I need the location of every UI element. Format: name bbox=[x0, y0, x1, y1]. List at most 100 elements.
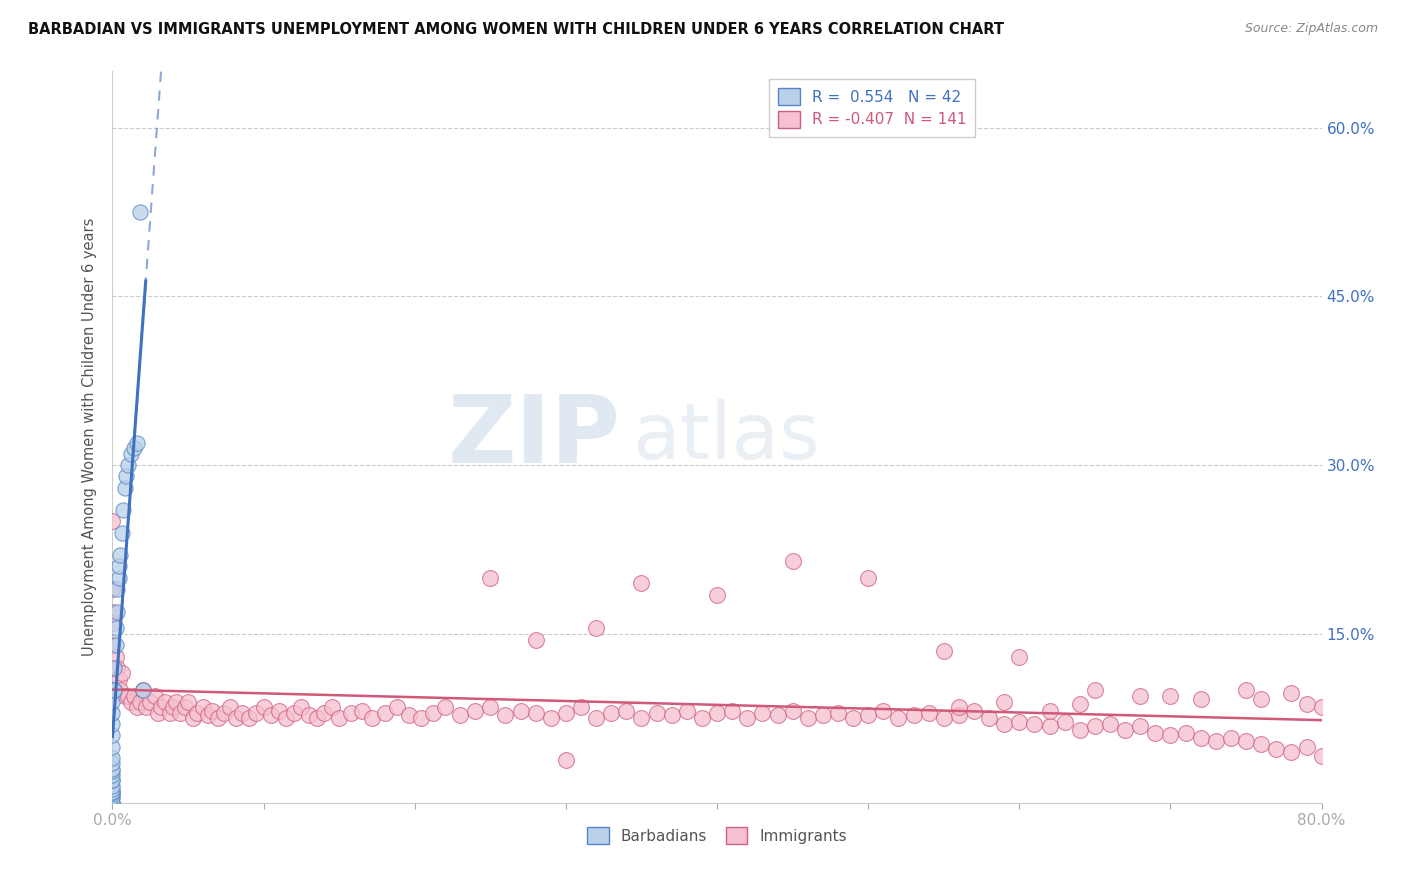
Point bbox=[1038, 719, 1062, 733]
Point bbox=[1205, 734, 1227, 748]
Text: Source: ZipAtlas.com: Source: ZipAtlas.com bbox=[1244, 22, 1378, 36]
Point bbox=[827, 706, 849, 720]
Point bbox=[177, 694, 200, 708]
Point bbox=[1024, 717, 1046, 731]
Point bbox=[977, 711, 1000, 725]
Point bbox=[112, 503, 135, 517]
Point bbox=[433, 700, 456, 714]
Point bbox=[101, 790, 124, 805]
Point bbox=[630, 576, 652, 591]
Point bbox=[101, 739, 124, 754]
Point bbox=[1098, 717, 1121, 731]
Point bbox=[283, 706, 305, 720]
Point bbox=[101, 787, 124, 801]
Point bbox=[101, 762, 124, 776]
Point bbox=[225, 711, 247, 725]
Point bbox=[782, 554, 804, 568]
Point bbox=[1310, 748, 1333, 763]
Point bbox=[1234, 734, 1257, 748]
Text: ZIP: ZIP bbox=[447, 391, 620, 483]
Point bbox=[328, 711, 350, 725]
Point bbox=[479, 700, 502, 714]
Point bbox=[101, 790, 124, 805]
Point bbox=[149, 700, 172, 714]
Point bbox=[108, 683, 131, 698]
Point bbox=[1008, 714, 1031, 729]
Point bbox=[887, 711, 910, 725]
Point bbox=[321, 700, 343, 714]
Text: atlas: atlas bbox=[633, 399, 820, 475]
Point bbox=[524, 632, 547, 647]
Point bbox=[1114, 723, 1136, 737]
Legend: Barbadians, Immigrants: Barbadians, Immigrants bbox=[581, 822, 853, 850]
Point bbox=[1310, 700, 1333, 714]
Point bbox=[993, 717, 1015, 731]
Point bbox=[1129, 689, 1152, 703]
Point bbox=[253, 700, 276, 714]
Point bbox=[721, 704, 744, 718]
Point bbox=[104, 649, 127, 664]
Point bbox=[110, 525, 132, 540]
Point bbox=[107, 672, 129, 686]
Point bbox=[993, 694, 1015, 708]
Point bbox=[101, 515, 124, 529]
Point bbox=[1069, 697, 1091, 711]
Point bbox=[105, 605, 128, 619]
Point bbox=[181, 711, 204, 725]
Point bbox=[103, 683, 125, 698]
Point bbox=[105, 582, 128, 596]
Point bbox=[201, 704, 224, 718]
Point bbox=[585, 621, 607, 635]
Point bbox=[276, 711, 298, 725]
Point bbox=[856, 708, 880, 723]
Point bbox=[155, 694, 177, 708]
Point bbox=[101, 764, 124, 779]
Point bbox=[128, 205, 150, 219]
Point bbox=[1250, 692, 1272, 706]
Point bbox=[159, 706, 181, 720]
Point bbox=[101, 615, 124, 630]
Point bbox=[1234, 683, 1257, 698]
Point bbox=[932, 711, 955, 725]
Point bbox=[1189, 692, 1212, 706]
Point bbox=[495, 708, 517, 723]
Point bbox=[298, 708, 321, 723]
Point bbox=[585, 711, 607, 725]
Point bbox=[409, 711, 432, 725]
Point bbox=[114, 689, 136, 703]
Point bbox=[1220, 731, 1243, 745]
Point bbox=[104, 621, 127, 635]
Point bbox=[1038, 704, 1062, 718]
Point bbox=[101, 767, 124, 781]
Point bbox=[569, 700, 592, 714]
Point bbox=[1069, 723, 1091, 737]
Point bbox=[305, 711, 328, 725]
Point bbox=[101, 605, 124, 619]
Point bbox=[509, 704, 531, 718]
Point bbox=[1189, 731, 1212, 745]
Point bbox=[101, 784, 124, 798]
Point bbox=[675, 704, 697, 718]
Point bbox=[101, 773, 124, 788]
Point bbox=[231, 706, 253, 720]
Point bbox=[422, 706, 444, 720]
Point bbox=[872, 704, 894, 718]
Point bbox=[340, 706, 363, 720]
Point bbox=[110, 666, 132, 681]
Point bbox=[706, 588, 728, 602]
Point bbox=[479, 571, 502, 585]
Point bbox=[361, 711, 384, 725]
Point bbox=[143, 689, 166, 703]
Point bbox=[174, 700, 197, 714]
Point bbox=[267, 704, 290, 718]
Point bbox=[101, 773, 124, 788]
Point bbox=[782, 704, 804, 718]
Point bbox=[101, 751, 124, 765]
Point bbox=[122, 442, 145, 456]
Point bbox=[115, 469, 138, 483]
Point bbox=[139, 694, 162, 708]
Point bbox=[1008, 649, 1031, 664]
Point bbox=[197, 708, 219, 723]
Point bbox=[120, 694, 142, 708]
Point bbox=[101, 694, 124, 708]
